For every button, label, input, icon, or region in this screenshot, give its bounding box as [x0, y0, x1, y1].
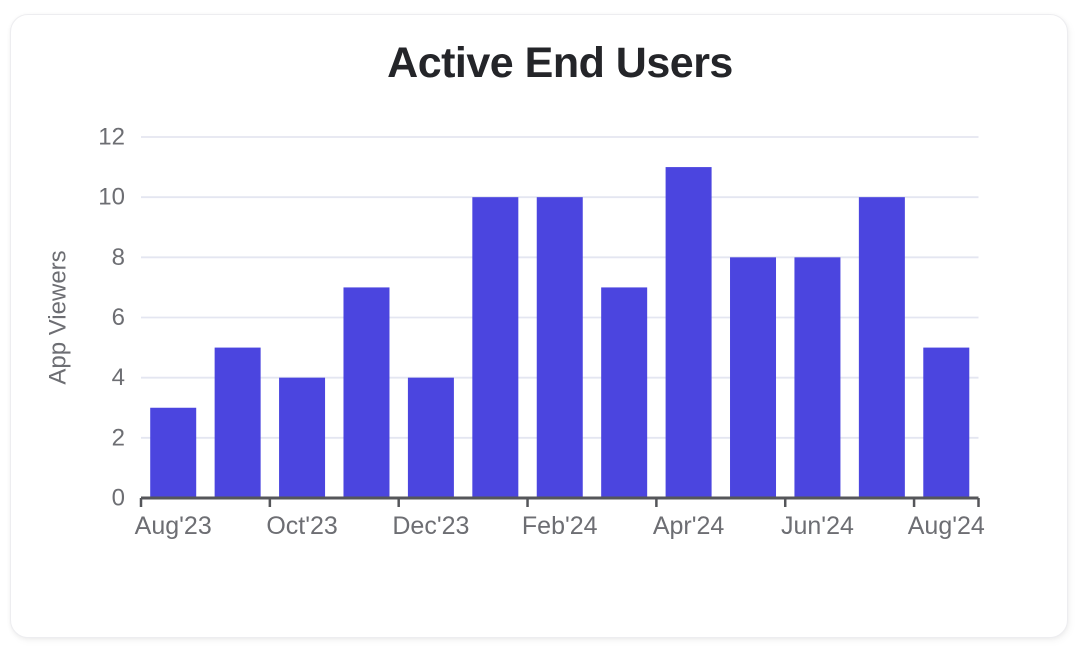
x-tick-label: Aug'24: [908, 512, 985, 540]
bar: [601, 287, 648, 498]
bar: [407, 377, 454, 498]
y-tick-label: 2: [112, 424, 125, 451]
bar: [279, 377, 326, 498]
bar-chart: App Viewers 0 2 4 6 8 10 12 Aug'23 Oct'23 Dec'23 F…: [45, 124, 985, 541]
y-tick-label: 12: [98, 124, 125, 151]
y-tick-label: 10: [98, 184, 125, 211]
bar: [343, 287, 390, 498]
bar: [923, 347, 970, 498]
bar: [794, 257, 841, 498]
x-tick-label: Apr'24: [653, 512, 725, 540]
bar: [858, 197, 905, 498]
y-tick-label: 6: [112, 304, 125, 331]
x-tick-label: Feb'24: [522, 512, 598, 540]
x-tick-label: Dec'23: [392, 512, 469, 540]
x-tick-label: Oct'23: [266, 512, 337, 540]
bar: [214, 347, 261, 498]
x-tick-label: Aug'23: [135, 512, 212, 540]
chart-title: Active End Users: [387, 39, 733, 87]
axis-layer: [139, 496, 980, 507]
bars-layer: [150, 167, 970, 499]
bar: [472, 197, 519, 498]
y-tick-label: 8: [112, 244, 125, 271]
labels-layer: App Viewers 0 2 4 6 8 10 12 Aug'23 Oct'23 Dec'23 F…: [45, 124, 985, 541]
y-tick-label: 0: [112, 485, 125, 512]
y-tick-label: 4: [112, 364, 125, 391]
bar: [730, 257, 777, 498]
y-axis-title: App Viewers: [45, 250, 72, 384]
x-tick-label: Jun'24: [781, 512, 854, 540]
bar: [150, 407, 197, 498]
chart-card: Active End Users App Viewers 0 2 4 6 8 10 12 Au…: [10, 14, 1068, 638]
bar: [536, 197, 583, 498]
bar: [665, 167, 712, 499]
